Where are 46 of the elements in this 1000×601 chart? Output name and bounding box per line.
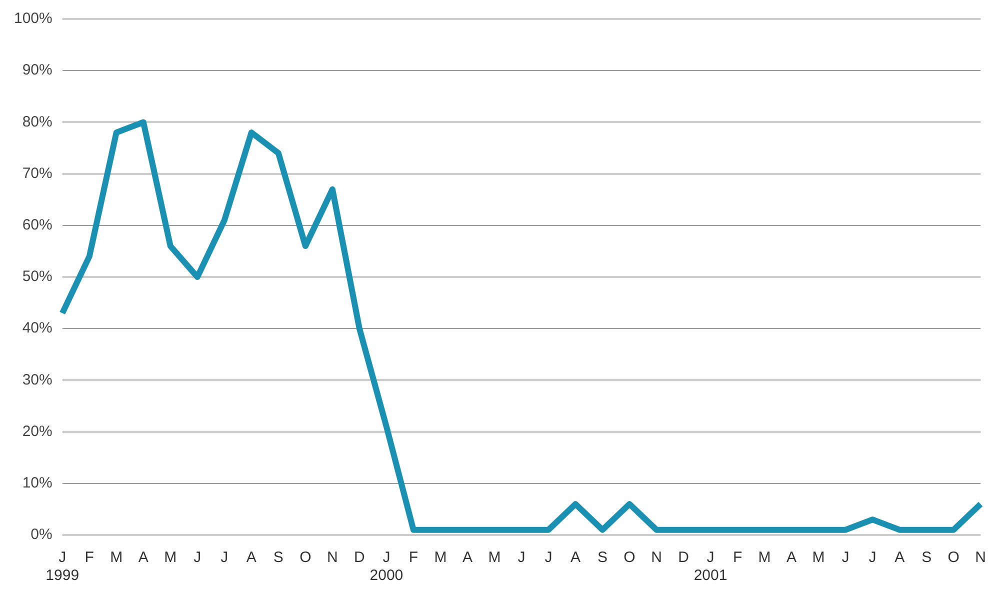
x-tick-label: J xyxy=(194,549,202,566)
x-tick-label: D xyxy=(678,549,690,566)
x-tick-label: J xyxy=(220,549,228,566)
x-tick-label: N xyxy=(327,549,338,566)
x-tick-label: A xyxy=(138,549,148,566)
x-tick-label: J 2000 xyxy=(370,549,404,584)
x-tick-label: O xyxy=(624,549,636,566)
x-tick-label: J 2001 xyxy=(694,549,728,584)
y-tick-label: 60% xyxy=(22,216,52,234)
x-tick-label: O xyxy=(948,549,960,566)
y-tick-label: 100% xyxy=(14,10,52,28)
x-tick-label: F xyxy=(732,549,742,566)
x-tick-label: A xyxy=(894,549,905,566)
y-tick-label: 40% xyxy=(22,320,52,337)
x-tick-label: M xyxy=(110,549,123,566)
x-tick-label: S xyxy=(922,549,932,566)
x-tick-label: S xyxy=(273,549,284,566)
x-tick-label: J xyxy=(842,549,850,566)
x-tick-label: D xyxy=(354,549,366,566)
y-tick-label: 10% xyxy=(22,474,52,492)
x-tick-label: O xyxy=(300,549,312,566)
x-tick-label: M xyxy=(758,549,771,566)
x-tick-label: A xyxy=(570,549,580,566)
y-tick-label: 20% xyxy=(22,422,52,440)
x-tick-label: A xyxy=(786,549,797,566)
y-tick-label: 90% xyxy=(22,62,52,79)
y-tick-label: 70% xyxy=(22,164,52,182)
y-tick-label: 30% xyxy=(22,371,52,388)
x-tick-label: J xyxy=(544,549,552,566)
x-tick-label: M xyxy=(488,549,501,566)
y-tick-label: 80% xyxy=(22,113,52,130)
x-tick-label: J 1999 xyxy=(46,549,80,584)
x-tick-label: F xyxy=(408,549,418,566)
x-tick-label: F xyxy=(84,549,94,566)
x-tick-label: M xyxy=(812,549,825,566)
x-tick-label: N xyxy=(975,549,986,566)
y-tick-label: 0% xyxy=(30,526,52,544)
x-tick-label: J xyxy=(868,549,876,566)
x-tick-label: M xyxy=(434,549,447,566)
x-tick-label: N xyxy=(651,549,662,566)
x-tick-label: J xyxy=(518,549,526,566)
y-tick-label: 50% xyxy=(22,268,52,286)
x-tick-label: A xyxy=(462,549,472,566)
x-tick-label: M xyxy=(164,549,177,566)
x-tick-label: S xyxy=(597,549,608,566)
x-tick-label: A xyxy=(246,549,256,566)
